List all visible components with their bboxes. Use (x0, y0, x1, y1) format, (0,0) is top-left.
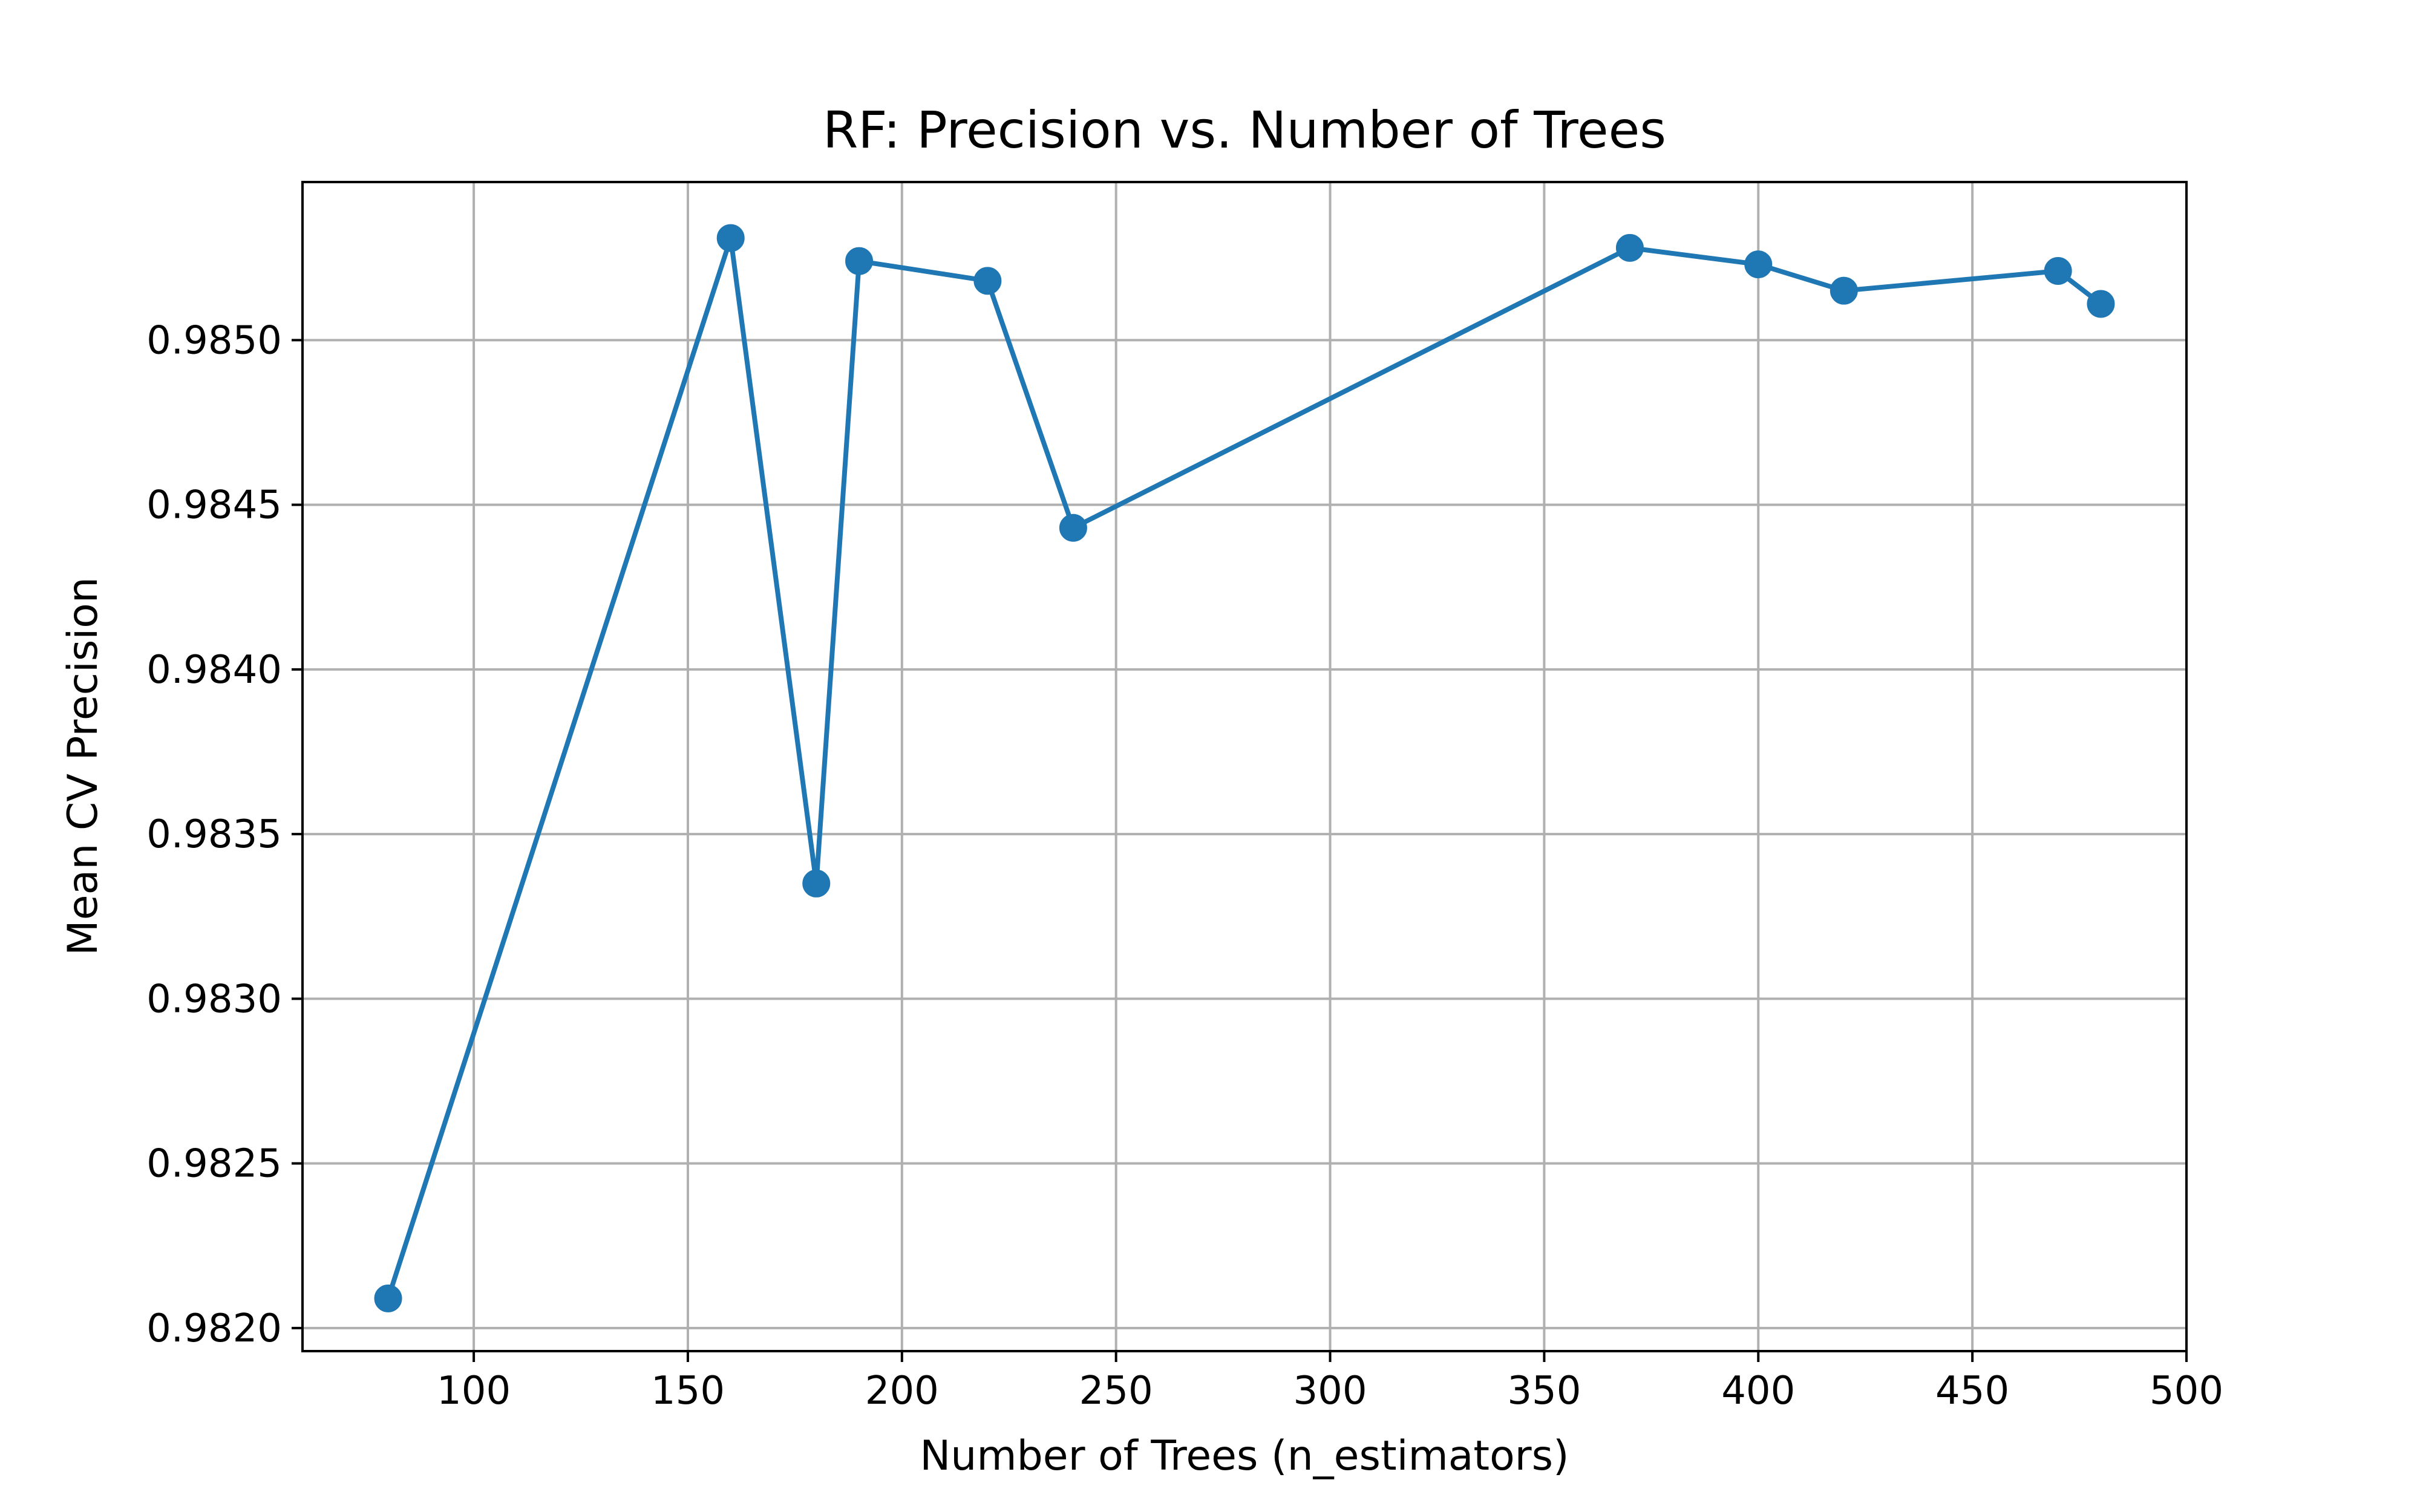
data-point (1830, 276, 1858, 305)
y-tick-label: 0.9830 (146, 977, 282, 1022)
data-point (1059, 513, 1087, 542)
y-tick-label: 0.9820 (146, 1306, 282, 1351)
grid-layer (302, 182, 2188, 1351)
data-point (1744, 250, 1773, 279)
x-tick-label: 450 (1935, 1369, 2009, 1413)
data-point (2044, 257, 2072, 285)
x-tick-label: 250 (1079, 1369, 1153, 1413)
y-tick-label: 0.9840 (146, 648, 282, 692)
axis-layer: 100 150 200 250 300 350 400 450 500 0.9820 0.9825 0… (146, 181, 2223, 1413)
y-tick-label: 0.9835 (146, 812, 282, 857)
x-tick-label: 400 (1721, 1369, 1795, 1413)
data-point (802, 869, 831, 898)
y-tick-label: 0.9850 (146, 318, 282, 363)
data-point (716, 224, 745, 252)
x-tick-label: 500 (2150, 1369, 2223, 1413)
data-point (374, 1284, 402, 1312)
y-tick-label: 0.9845 (146, 483, 282, 528)
x-tick-label: 350 (1507, 1369, 1581, 1413)
y-axis-label: Mean CV Precision (59, 577, 107, 956)
chart-title: RF: Precision vs. Number of Trees (823, 100, 1666, 160)
series-line (385, 235, 2104, 1301)
x-tick-label: 200 (865, 1369, 939, 1413)
x-tick-label: 150 (651, 1369, 725, 1413)
y-tick-label: 0.9825 (146, 1142, 282, 1187)
x-axis-label: Number of Trees (n_estimators) (920, 1432, 1569, 1480)
data-point (1615, 233, 1644, 262)
data-point (845, 247, 874, 275)
x-tick-label: 100 (437, 1369, 511, 1413)
plot-frame (301, 181, 2188, 1352)
data-point (973, 267, 1002, 295)
plot-layer (374, 224, 2115, 1312)
data-point (2087, 290, 2115, 318)
x-tick-label: 300 (1293, 1369, 1367, 1413)
